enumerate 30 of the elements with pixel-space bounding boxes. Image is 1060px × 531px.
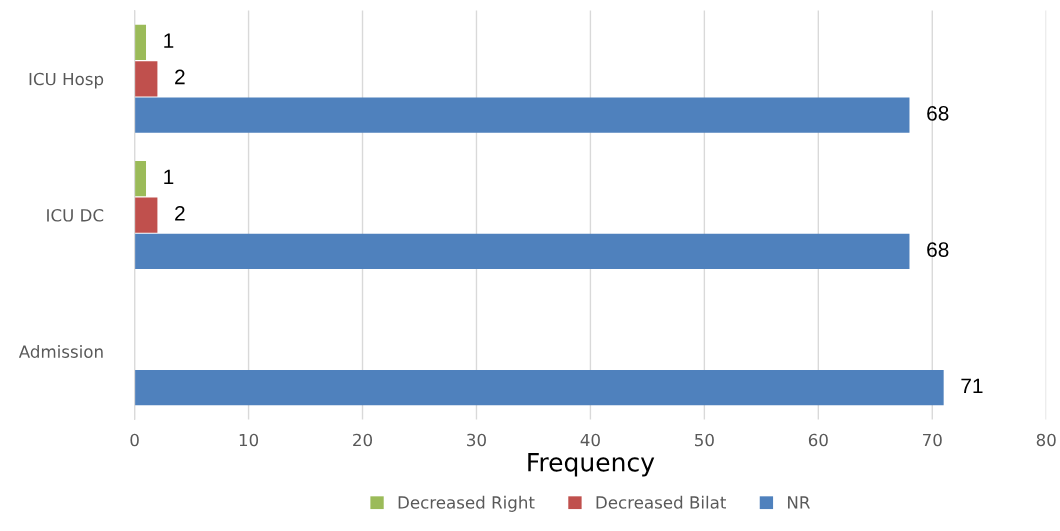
- data-label: 68: [927, 242, 949, 257]
- bar: [134, 24, 147, 61]
- data-label: 2: [175, 205, 185, 221]
- bar: [134, 161, 147, 197]
- y-tick-label: ICU DC: [47, 209, 104, 222]
- x-tick-label: 30: [467, 433, 486, 447]
- bar: [134, 97, 910, 133]
- data-label: 71: [961, 378, 983, 394]
- data-label: 2: [175, 69, 185, 85]
- bar: [134, 197, 158, 233]
- bar: [134, 233, 910, 270]
- y-tick-label: Admission: [18, 345, 103, 358]
- legend-label: Decreased Right: [398, 495, 535, 512]
- bar: [134, 61, 158, 97]
- y-tick-label: ICU Hosp: [29, 72, 104, 89]
- x-tick-label: 10: [239, 433, 259, 447]
- x-tick-label: 70: [923, 433, 942, 447]
- data-label: 1: [164, 169, 174, 185]
- data-label: 1: [164, 33, 174, 48]
- bar: [134, 370, 944, 406]
- x-tick-label: 20: [353, 433, 373, 447]
- x-tick-label: 40: [580, 433, 600, 447]
- x-tick-label: 0: [130, 433, 139, 447]
- x-tick-label: 60: [808, 433, 828, 447]
- x-tick-label: 50: [695, 433, 714, 447]
- legend-label: Decreased Bilat: [596, 495, 726, 509]
- data-label: 68: [927, 105, 949, 121]
- x-axis-title: Frequency: [528, 453, 655, 477]
- x-tick-label: 80: [1036, 433, 1056, 447]
- legend-label: NR: [788, 496, 810, 509]
